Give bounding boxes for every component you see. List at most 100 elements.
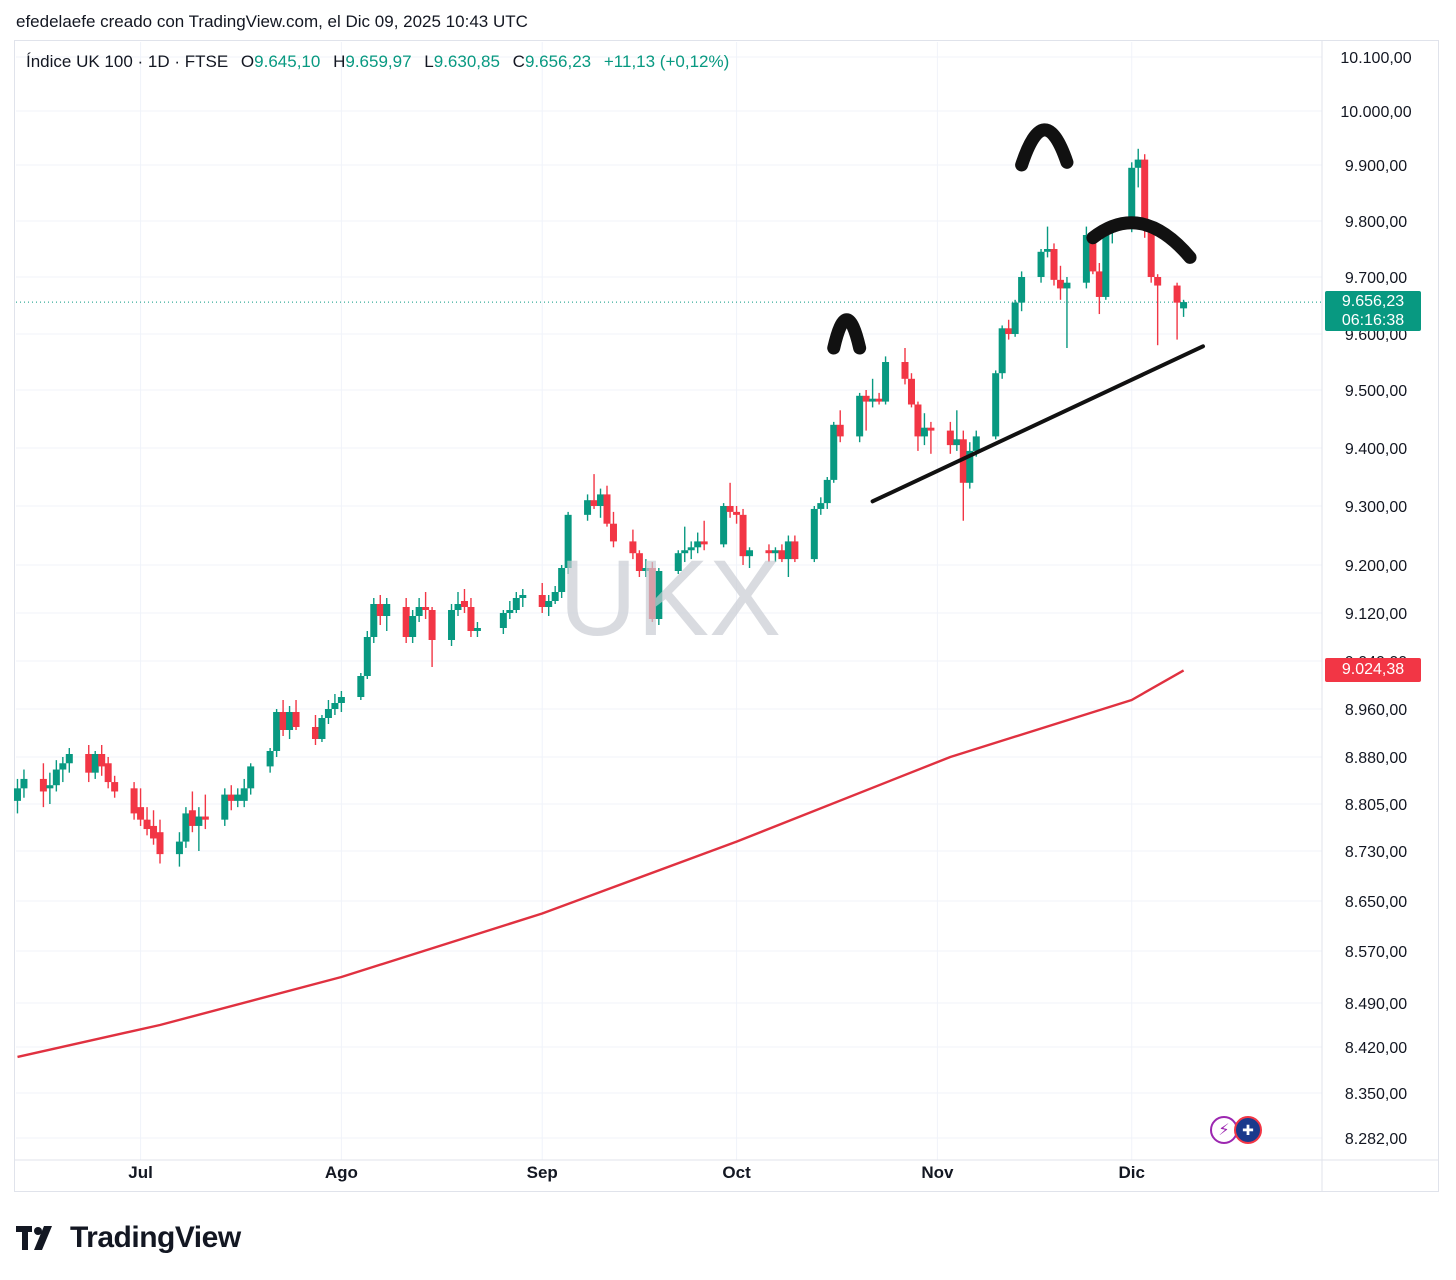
low-label: L <box>424 52 434 71</box>
candle <box>409 610 417 643</box>
candle <box>765 544 773 563</box>
candle-body <box>1154 277 1162 286</box>
candle <box>1044 226 1052 258</box>
candle <box>687 541 695 560</box>
candle <box>558 565 566 598</box>
candle <box>998 325 1006 379</box>
last-price-badge: 9.656,23 06:16:38 <box>1325 291 1421 331</box>
price-tick-label: 8.570,00 <box>1345 944 1407 961</box>
tradingview-logo[interactable]: TradingView <box>16 1218 241 1258</box>
candle <box>694 532 702 554</box>
open-label: O <box>240 52 255 71</box>
candle-body <box>422 607 430 610</box>
candle <box>869 378 877 408</box>
candle-body <box>1005 328 1013 334</box>
candle-body <box>85 754 93 773</box>
candle <box>318 715 326 742</box>
candle-body <box>1095 271 1103 297</box>
candle-body <box>363 637 371 676</box>
moving-average-line <box>17 669 1185 1059</box>
uk-flag-icon[interactable]: ✚ <box>1234 1116 1262 1144</box>
candle-body <box>318 718 326 739</box>
candle-body <box>862 395 870 402</box>
open-value: 9.645,10 <box>254 52 321 71</box>
annotations <box>827 123 1205 504</box>
price-tick-label: 9.300,00 <box>1345 499 1407 516</box>
candle-body <box>91 754 99 773</box>
candle <box>1082 226 1090 289</box>
price-tick-label: 9.500,00 <box>1345 383 1407 400</box>
candle-body <box>720 506 728 545</box>
candle-body <box>1173 285 1181 303</box>
candle-body <box>765 550 773 554</box>
candle-body <box>953 439 961 446</box>
candle-body <box>98 754 106 767</box>
candle <box>156 819 164 864</box>
candle <box>182 807 190 848</box>
candle-body <box>137 807 145 820</box>
price-tick-label: 9.200,00 <box>1345 558 1407 575</box>
candle <box>59 757 67 783</box>
candle <box>720 503 728 548</box>
candle-body <box>558 568 566 592</box>
candle-body <box>519 595 527 598</box>
candle-body <box>376 604 384 616</box>
candle <box>1005 319 1013 340</box>
candle-body <box>694 541 702 548</box>
last-price-value: 9.656,23 <box>1341 293 1405 310</box>
price-tick-label: 9.600,00 <box>1345 327 1407 344</box>
candle <box>778 544 786 563</box>
candle-body <box>1089 235 1097 272</box>
candle <box>286 706 294 739</box>
candle-body <box>966 450 974 483</box>
candle <box>1180 299 1188 317</box>
candle-body <box>130 788 138 814</box>
candle <box>609 511 617 548</box>
close-label: C <box>512 52 525 71</box>
price-tick-label: 8.282,00 <box>1345 1131 1407 1148</box>
time-tick-label: Dic <box>1119 1163 1145 1182</box>
candle <box>506 601 514 619</box>
candle <box>46 772 54 804</box>
candle-body <box>1011 302 1019 334</box>
candle-body <box>402 607 410 637</box>
candle <box>953 410 961 451</box>
candle-body <box>681 550 689 554</box>
candle <box>746 547 754 568</box>
candle <box>817 497 825 515</box>
candle-body <box>460 601 468 607</box>
candle <box>927 421 935 454</box>
candle-body <box>104 763 112 783</box>
candle-body <box>538 595 546 607</box>
candle-body <box>150 825 158 839</box>
candle <box>966 442 974 489</box>
candle <box>545 595 553 616</box>
price-tick-label: 8.420,00 <box>1345 1040 1407 1057</box>
corner-icons: ⚡ ✚ <box>1210 1116 1262 1144</box>
candle-body <box>603 494 611 524</box>
candle-body <box>1102 232 1110 297</box>
price-tick-label: 8.650,00 <box>1345 894 1407 911</box>
price-tick-label: 9.400,00 <box>1345 441 1407 458</box>
candle-body <box>901 362 909 379</box>
candle <box>907 373 915 408</box>
candle <box>473 622 481 637</box>
candle-body <box>467 607 475 631</box>
tradingview-logo-icon <box>16 1226 52 1250</box>
candle <box>247 763 255 795</box>
candle <box>1056 265 1064 300</box>
candle-body <box>687 547 695 551</box>
price-tick-label: 8.490,00 <box>1345 996 1407 1013</box>
candle <box>1102 226 1110 300</box>
candle <box>454 592 462 616</box>
candle-body <box>1082 235 1090 283</box>
close-value: 9.656,23 <box>524 52 592 71</box>
candle-body <box>292 712 300 727</box>
candle-body <box>266 751 274 767</box>
candle-body <box>784 541 792 560</box>
candle <box>331 694 339 715</box>
candle-body <box>473 628 481 631</box>
candle-body <box>629 541 637 554</box>
candle <box>946 421 954 454</box>
